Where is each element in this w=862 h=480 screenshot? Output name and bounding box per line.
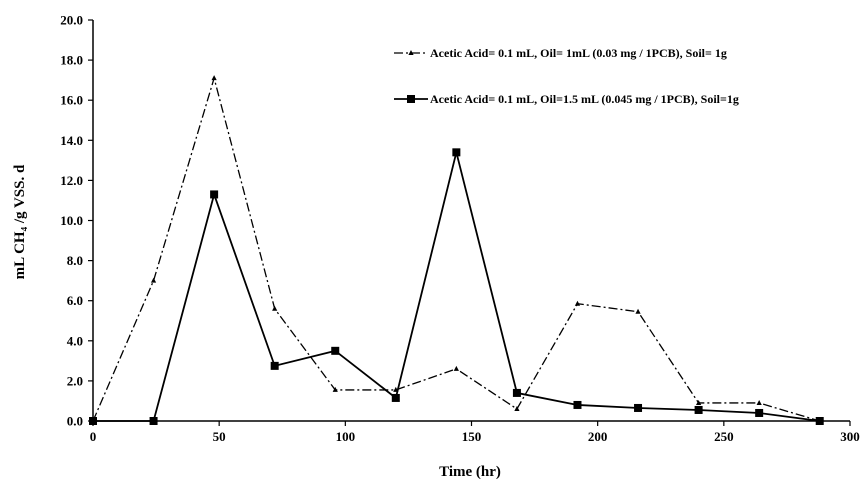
data-point bbox=[512, 388, 521, 397]
x-tick-label: 300 bbox=[840, 429, 860, 444]
legend-label-series-1: Acetic Acid= 0.1 mL, Oil= 1mL (0.03 mg /… bbox=[430, 46, 727, 60]
data-point bbox=[210, 190, 219, 199]
data-point bbox=[272, 305, 278, 311]
data-point bbox=[634, 403, 643, 412]
x-tick-label: 150 bbox=[462, 429, 482, 444]
data-point bbox=[755, 408, 764, 417]
y-tick-label: 14.0 bbox=[60, 133, 83, 148]
x-ticks: 0 50 100 150 200 250 300 bbox=[90, 421, 860, 444]
data-point bbox=[635, 308, 641, 314]
y-tick-label: 18.0 bbox=[60, 53, 83, 68]
data-point bbox=[149, 417, 158, 425]
x-tick-label: 50 bbox=[213, 429, 226, 444]
data-point bbox=[89, 417, 97, 425]
y-tick-label: 2.0 bbox=[67, 373, 83, 388]
series-layer bbox=[89, 75, 824, 425]
legend-swatch-series-2 bbox=[394, 95, 428, 103]
y-tick-label: 16.0 bbox=[60, 93, 83, 108]
y-tick-label: 8.0 bbox=[67, 253, 83, 268]
legend-swatch-series-1 bbox=[394, 50, 428, 55]
series-2 bbox=[89, 148, 824, 425]
y-axis-title: mL CH₄ /g VSS. d bbox=[12, 164, 28, 279]
x-axis-title: Time (hr) bbox=[439, 464, 501, 480]
x-tick-label: 100 bbox=[336, 429, 356, 444]
data-point bbox=[150, 277, 157, 283]
y-tick-label: 4.0 bbox=[67, 333, 83, 348]
x-tick-label: 0 bbox=[90, 429, 97, 444]
x-tick-label: 250 bbox=[714, 429, 734, 444]
legend-item-series-1: Acetic Acid= 0.1 mL, Oil= 1mL (0.03 mg /… bbox=[394, 46, 727, 60]
legend-item-series-2: Acetic Acid= 0.1 mL, Oil=1.5 mL (0.045 m… bbox=[394, 92, 739, 106]
y-tick-label: 20.0 bbox=[60, 13, 83, 28]
data-point bbox=[573, 400, 582, 409]
data-point bbox=[331, 346, 340, 355]
y-tick-label: 12.0 bbox=[60, 173, 83, 188]
data-point bbox=[756, 399, 762, 405]
data-point bbox=[452, 148, 461, 157]
data-point bbox=[815, 417, 824, 425]
data-point bbox=[453, 365, 459, 371]
data-point bbox=[696, 399, 702, 405]
plot-area: 0 50 100 150 200 250 300 0.0 2.0 4.0 6.0 8.0 10.0 12… bbox=[60, 13, 860, 445]
data-point bbox=[391, 393, 400, 402]
legend: Acetic Acid= 0.1 mL, Oil= 1mL (0.03 mg /… bbox=[394, 46, 739, 106]
data-point bbox=[332, 386, 338, 392]
legend-label-series-2: Acetic Acid= 0.1 mL, Oil=1.5 mL (0.045 m… bbox=[430, 92, 739, 106]
data-point bbox=[211, 75, 217, 81]
series-line bbox=[93, 152, 820, 422]
data-point bbox=[694, 405, 703, 414]
legend-marker bbox=[408, 50, 414, 55]
y-tick-label: 10.0 bbox=[60, 213, 83, 228]
data-point bbox=[514, 405, 520, 411]
x-tick-label: 200 bbox=[588, 429, 608, 444]
y-tick-label: 0.0 bbox=[67, 414, 83, 429]
data-point bbox=[574, 300, 581, 306]
y-tick-label: 6.0 bbox=[67, 293, 83, 308]
data-point bbox=[270, 361, 279, 370]
y-ticks: 0.0 2.0 4.0 6.0 8.0 10.0 12.0 14.0 16.0 18.0 20.0 bbox=[60, 13, 93, 429]
legend-marker bbox=[407, 95, 415, 103]
